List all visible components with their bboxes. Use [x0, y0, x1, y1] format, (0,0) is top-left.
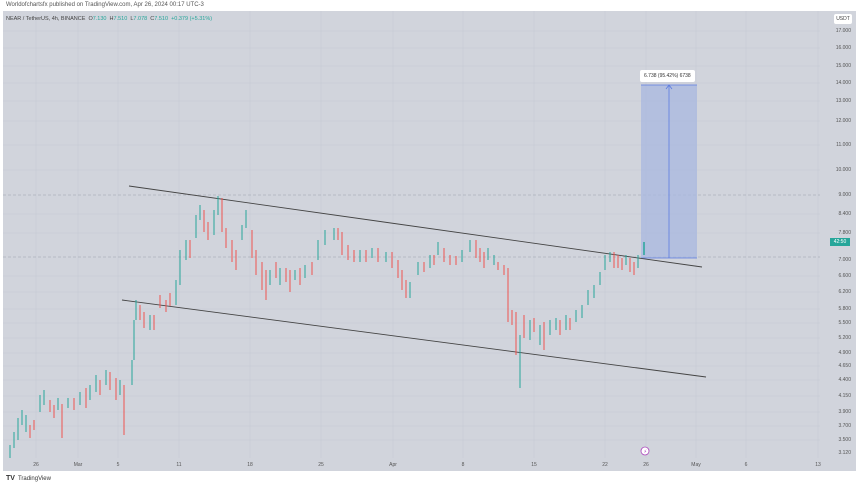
time-tick: 22	[602, 462, 608, 468]
price-tick: 3.900	[838, 409, 851, 415]
tradingview-logo[interactable]: TV TradingView	[6, 475, 51, 482]
price-tick: 7.000	[838, 257, 851, 263]
time-tick: 6	[744, 462, 748, 468]
time-tick: May	[691, 462, 701, 468]
open-label: O	[88, 16, 93, 22]
price-tick: 4.150	[838, 393, 851, 399]
price-tick: 4.400	[838, 377, 851, 383]
time-tick: 13	[815, 462, 821, 468]
time-tick: 5	[116, 462, 120, 468]
time-tick: 8	[461, 462, 465, 468]
price-tick: 3.120	[838, 450, 851, 456]
high-label: H	[109, 16, 114, 22]
price-tick: 15.000	[835, 63, 851, 69]
time-tick: 25	[318, 462, 324, 468]
price-tick: 11.000	[836, 142, 851, 148]
price-tick: 8.400	[838, 211, 851, 217]
time-tick: 26	[643, 462, 649, 468]
price-tick: 7.800	[838, 230, 851, 236]
price-tick: 5.800	[838, 306, 851, 312]
arrow-up-icon	[665, 84, 673, 90]
time-tick: Apr	[389, 462, 397, 468]
price-tick: 17.000	[835, 28, 851, 34]
low-value: 7.078	[133, 16, 148, 22]
close-value: 7.510	[154, 16, 168, 22]
tradingview-logo-icon: TV	[6, 475, 15, 482]
currency-button[interactable]: USDT	[834, 14, 852, 24]
price-tick: 10.000	[835, 167, 851, 173]
price-tick: 13.000	[835, 98, 851, 104]
price-tick: 9.000	[838, 192, 851, 198]
candles	[9, 196, 645, 458]
price-range-label: 6.738 (95.42%) 6738	[640, 70, 695, 82]
low-label: L	[130, 16, 134, 22]
price-tick: 5.500	[838, 320, 851, 326]
price-tick: 6.200	[838, 289, 851, 295]
symbol-label: NEAR / TetherUS, 4h, BINANCE	[6, 16, 86, 22]
price-tick: 5.200	[838, 335, 851, 341]
time-tick: 15	[531, 462, 537, 468]
event-marker-icon[interactable]	[640, 446, 650, 456]
change-value: +0.379 (+5.31%)	[171, 16, 213, 22]
time-tick: 26	[33, 462, 39, 468]
price-tick: 4.900	[838, 350, 851, 356]
tradingview-logo-text: TradingView	[17, 476, 51, 482]
current-price-badge: 42:50	[830, 238, 850, 246]
time-tick: 18	[247, 462, 253, 468]
published-caption: Worldofchartsfx published on TradingView…	[6, 2, 204, 8]
lightning-icon: ⚡	[644, 449, 648, 455]
price-tick: 3.500	[838, 437, 851, 443]
price-tick: 16.000	[835, 45, 851, 51]
chart-pane[interactable]	[3, 11, 856, 471]
price-tick: 12.000	[835, 118, 851, 124]
price-tick: 4.650	[838, 363, 851, 369]
price-tick: 6.600	[838, 273, 851, 279]
time-tick: 11	[176, 462, 182, 468]
open-value: 7.130	[92, 16, 107, 22]
price-tick: 14.000	[835, 80, 851, 86]
grid	[3, 11, 820, 458]
time-tick: Mar	[73, 462, 83, 468]
price-tick: 3.700	[838, 423, 851, 429]
upper-trendline[interactable]	[128, 185, 703, 268]
high-value: 7.510	[113, 16, 128, 22]
close-label: C	[150, 16, 155, 22]
ohlc-legend: NEAR / TetherUS, 4h, BINANCE O7.130 H7.5…	[6, 16, 212, 22]
lower-trendline[interactable]	[121, 299, 707, 378]
